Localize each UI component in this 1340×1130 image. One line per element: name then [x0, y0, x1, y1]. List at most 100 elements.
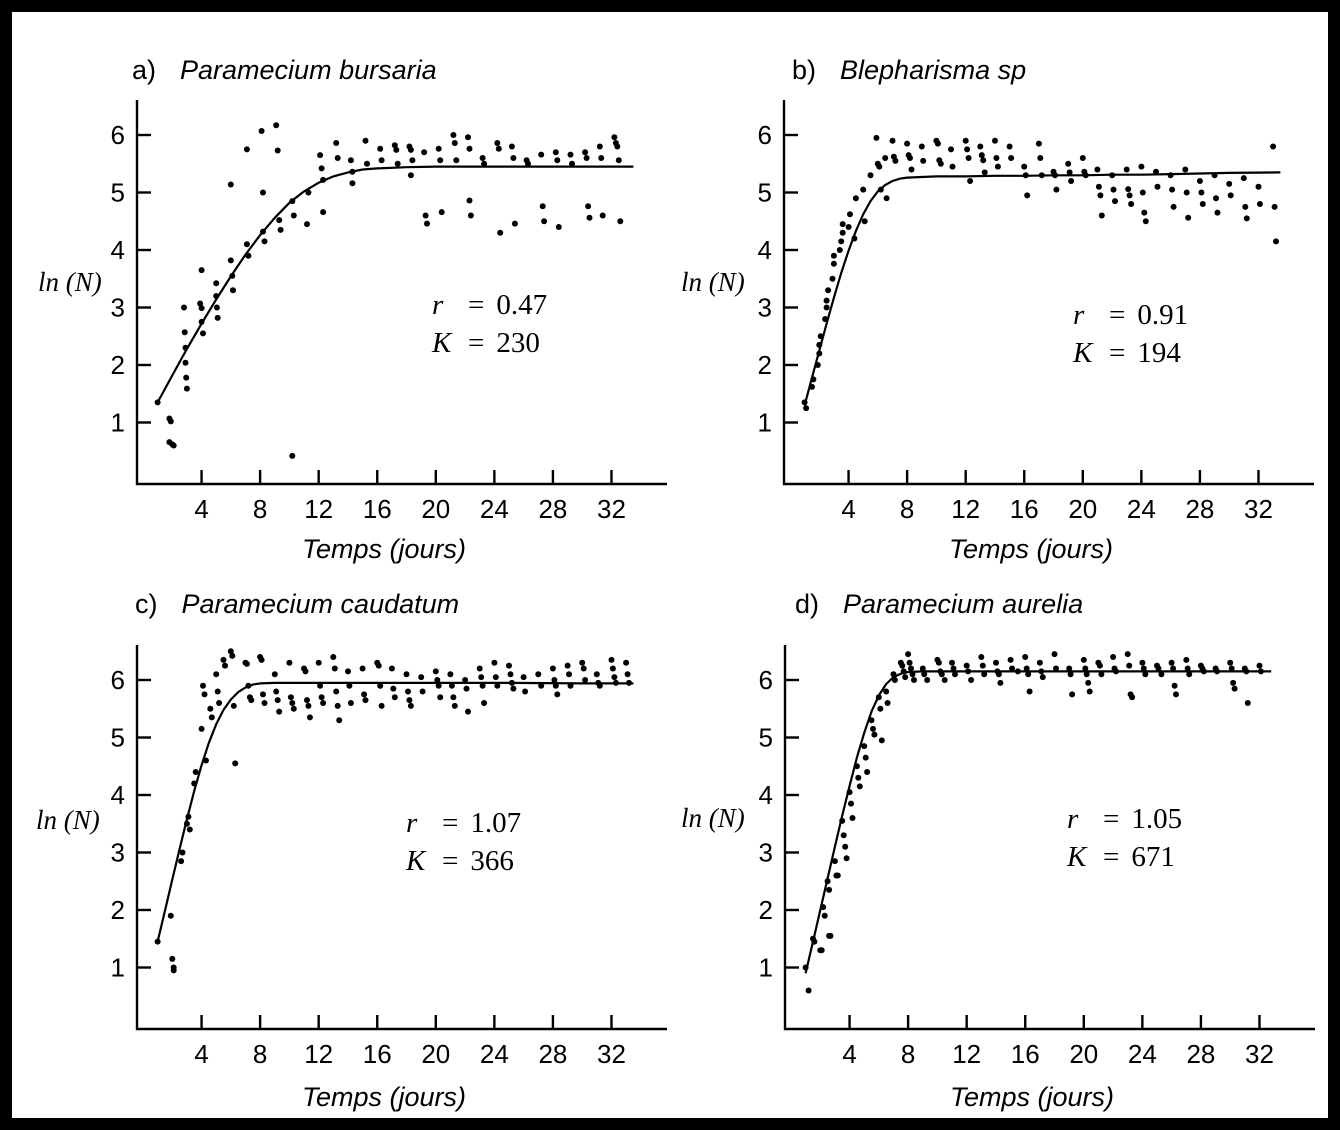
data-point: [258, 128, 265, 134]
data-point: [287, 694, 294, 701]
data-point: [179, 849, 186, 856]
x-tick-label: 32: [1244, 494, 1273, 524]
data-point: [320, 176, 327, 183]
fit-annotation-b: r = 0.91 K = 194: [1073, 299, 1188, 375]
y-axis-label-d: ln (N): [681, 803, 745, 833]
data-point: [1038, 172, 1045, 179]
data-point: [864, 769, 871, 775]
data-point: [871, 731, 878, 738]
data-point: [836, 247, 843, 253]
panel-b-species: Blepharisma sp: [840, 55, 1027, 85]
data-point: [831, 858, 838, 865]
data-point: [861, 218, 868, 225]
data-point: [593, 671, 600, 678]
data-point: [846, 789, 853, 796]
x-tick-label: 20: [421, 1039, 450, 1069]
data-point: [407, 172, 414, 179]
data-point: [1036, 659, 1043, 666]
data-point: [248, 697, 255, 704]
data-point: [330, 654, 337, 660]
data-point: [1086, 688, 1093, 695]
data-point: [1214, 668, 1220, 675]
fit-annotation-d: r = 1.05 K = 671: [1067, 803, 1182, 879]
data-point: [952, 671, 958, 678]
data-point: [820, 904, 827, 911]
data-point: [438, 209, 445, 216]
x-tick-label: 32: [1245, 1039, 1274, 1069]
x-tick-label: 8: [253, 1039, 267, 1069]
data-point: [317, 682, 324, 689]
data-point: [466, 197, 473, 204]
x-tick-label: 8: [901, 1039, 915, 1069]
data-point: [302, 668, 309, 675]
data-point: [977, 143, 984, 150]
data-point: [941, 677, 948, 683]
data-point: [1026, 688, 1033, 695]
x-tick-label: 28: [1186, 1039, 1215, 1069]
data-point: [390, 685, 397, 692]
data-point: [1256, 201, 1263, 207]
data-point: [1227, 192, 1234, 199]
x-tick-label: 16: [363, 1039, 392, 1069]
data-point: [882, 155, 889, 161]
data-point: [1112, 198, 1118, 205]
data-point: [920, 157, 927, 164]
y-tick-label: 6: [758, 120, 772, 150]
K-symbol: K: [1073, 337, 1093, 369]
fit-curve: [156, 165, 634, 403]
x-tick-label: 28: [1185, 494, 1214, 524]
data-point: [1169, 186, 1176, 193]
data-point: [182, 359, 189, 366]
fit-curve: [803, 171, 1281, 406]
data-point: [1255, 183, 1262, 190]
data-point: [965, 668, 972, 675]
data-point: [230, 702, 237, 709]
data-point: [481, 700, 488, 706]
data-point: [585, 203, 592, 210]
fit-curve: [156, 681, 634, 942]
data-point: [276, 217, 283, 224]
data-point: [510, 155, 517, 161]
data-point: [842, 843, 849, 850]
data-point: [200, 682, 206, 689]
data-point: [463, 685, 470, 692]
data-point: [1069, 691, 1076, 698]
data-point: [964, 146, 971, 153]
data-point: [207, 705, 214, 712]
data-point: [273, 122, 280, 129]
data-point: [229, 272, 236, 279]
data-point: [169, 955, 176, 962]
data-point: [809, 383, 815, 390]
data-point: [318, 694, 325, 701]
equals-sign: =: [1103, 803, 1120, 835]
y-tick-label: 4: [111, 780, 125, 810]
data-point: [1082, 665, 1089, 672]
data-point: [554, 691, 561, 698]
r-row: r = 0.91: [1073, 299, 1188, 332]
y-tick-label: 1: [111, 408, 125, 438]
data-point: [305, 189, 312, 196]
data-point: [1184, 665, 1191, 672]
data-point: [227, 181, 234, 188]
data-point: [883, 195, 890, 202]
data-point: [1270, 143, 1277, 150]
data-point: [289, 198, 296, 205]
data-point: [823, 304, 830, 311]
y-tick-label: 3: [758, 293, 772, 323]
data-point: [843, 855, 850, 862]
data-point: [582, 149, 589, 156]
data-point: [1168, 659, 1175, 666]
data-point: [167, 418, 174, 425]
data-point: [406, 697, 413, 704]
K-value: 194: [1137, 337, 1181, 369]
data-point: [317, 152, 324, 159]
data-point: [271, 671, 278, 678]
equals-sign: =: [442, 845, 459, 877]
x-tick-label: 24: [480, 494, 509, 524]
data-point: [980, 157, 987, 164]
data-point: [847, 211, 853, 218]
data-point: [1183, 656, 1190, 663]
data-point: [362, 697, 369, 704]
K-row: K = 230: [432, 327, 547, 360]
